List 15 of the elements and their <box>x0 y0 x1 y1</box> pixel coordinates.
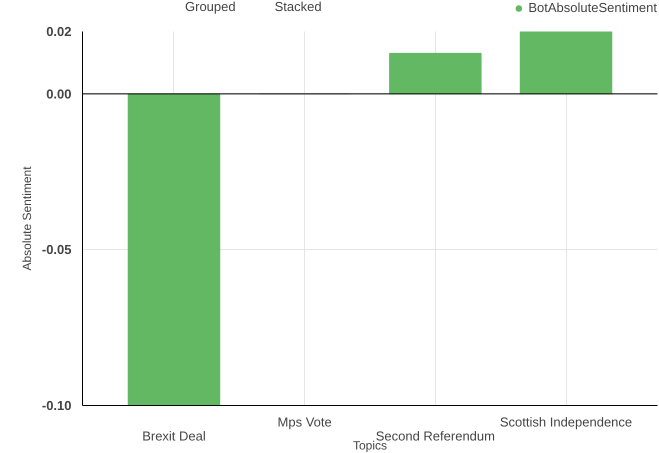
x-tick-label: Brexit Deal <box>142 428 206 444</box>
x-tick-label: Mps Vote <box>278 414 332 430</box>
x-tick-label: Second Referendum <box>376 428 495 444</box>
text: Stacked <box>274 0 322 14</box>
y-tick-label: 0.00 <box>46 86 72 102</box>
y-tick-label: -0.10 <box>42 398 72 413</box>
y-axis-title: Absolute Sentiment <box>20 166 34 271</box>
bar <box>128 93 220 406</box>
text: Grouped <box>185 0 236 14</box>
x-tick-label: Scottish Independence <box>500 414 632 430</box>
y-tick-label: 0.02 <box>46 24 72 39</box>
bar <box>520 32 612 94</box>
bar <box>389 52 482 94</box>
legend-label: BotAbsoluteSentiment <box>528 0 657 15</box>
y-tick-label: -0.05 <box>42 242 72 258</box>
